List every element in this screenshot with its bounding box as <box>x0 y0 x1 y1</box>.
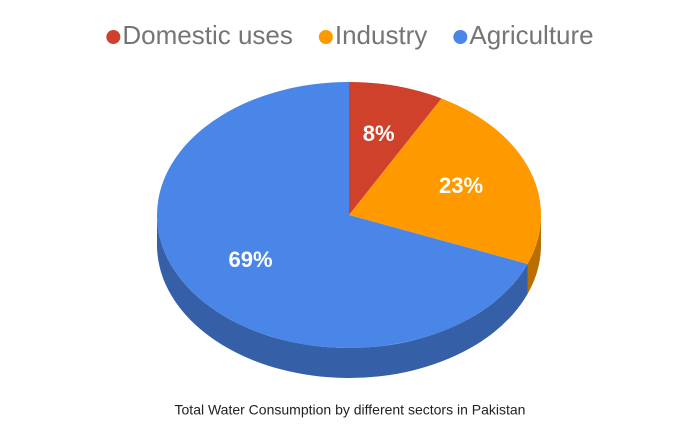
slice-side <box>527 215 541 294</box>
slice <box>157 82 528 349</box>
legend-marker <box>453 30 468 44</box>
legend-label: Agriculture <box>469 20 593 50</box>
pie: 8% 23% 69% <box>156 82 541 379</box>
value-label: 69% <box>229 247 273 272</box>
chart-title: Total Water Consumption by different sec… <box>175 402 526 418</box>
legend-label: Industry <box>335 20 428 50</box>
legend-label: Domestic uses <box>122 20 293 50</box>
legend-marker <box>106 30 121 44</box>
slice-side <box>156 215 528 379</box>
slice <box>349 82 442 215</box>
legend-marker <box>318 30 333 44</box>
slice <box>349 98 541 264</box>
value-label: 8% <box>363 121 395 146</box>
value-label: 23% <box>439 173 483 198</box>
legend: Domestic uses Industry Agriculture <box>106 20 594 50</box>
